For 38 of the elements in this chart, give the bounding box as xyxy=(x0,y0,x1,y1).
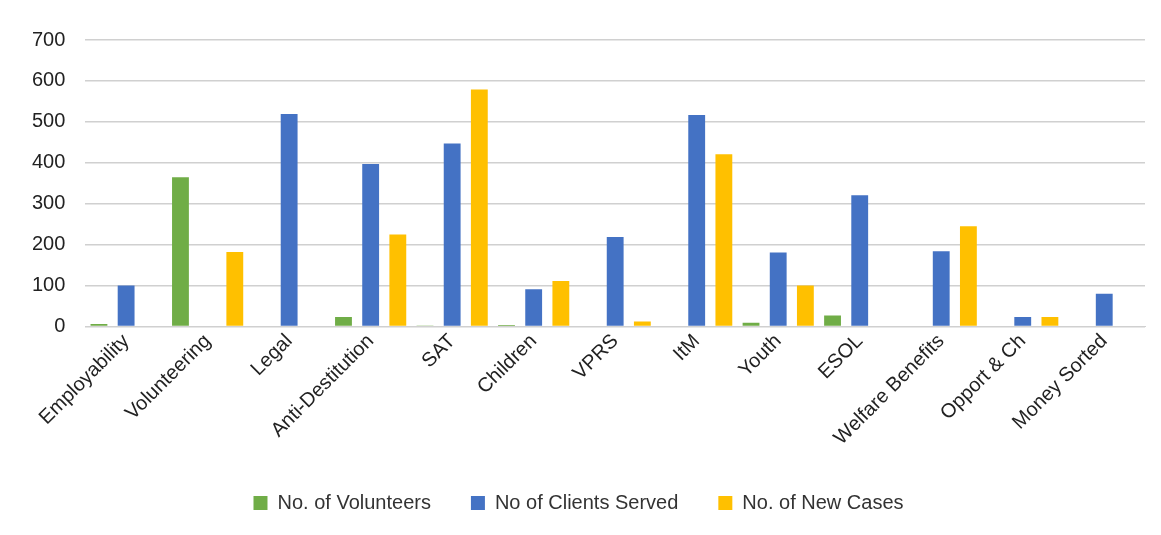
bar xyxy=(851,195,869,326)
y-tick-label: 700 xyxy=(31,27,66,50)
legend-label: No. of Volunteers xyxy=(277,490,431,513)
y-tick-label: 600 xyxy=(31,68,66,91)
bar xyxy=(633,321,651,326)
y-tick-label: 0 xyxy=(54,314,66,337)
y-tick-label: 400 xyxy=(31,150,66,173)
bar xyxy=(688,114,706,326)
bar xyxy=(470,89,488,326)
bar xyxy=(606,236,624,326)
bar xyxy=(715,154,733,326)
bar xyxy=(525,289,543,326)
legend-label: No of Clients Served xyxy=(494,490,679,513)
bar xyxy=(1041,317,1059,326)
bar xyxy=(796,285,814,326)
y-tick-label: 500 xyxy=(31,109,66,132)
bar xyxy=(335,317,352,326)
y-tick-label: 200 xyxy=(31,232,66,255)
bar xyxy=(117,285,135,326)
bar xyxy=(1095,293,1113,326)
x-tick-label: ItM xyxy=(668,329,704,365)
bar xyxy=(932,251,950,326)
y-tick-label: 100 xyxy=(31,273,66,296)
y-tick-label: 300 xyxy=(31,191,66,214)
bar xyxy=(959,226,977,326)
bar xyxy=(1014,317,1032,326)
bar xyxy=(769,252,787,326)
bar xyxy=(443,143,461,326)
x-tick-label: SAT xyxy=(416,329,459,372)
bar xyxy=(280,114,298,326)
bar xyxy=(172,177,189,326)
bar xyxy=(362,164,380,326)
bar xyxy=(742,322,760,326)
bar xyxy=(389,234,407,326)
bar xyxy=(552,281,570,326)
bar xyxy=(226,252,244,326)
bar xyxy=(824,315,841,326)
legend-label: No. of New Cases xyxy=(742,490,904,513)
